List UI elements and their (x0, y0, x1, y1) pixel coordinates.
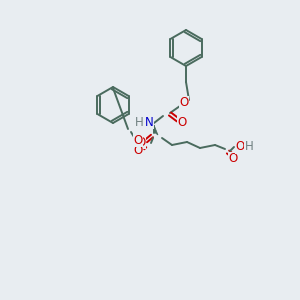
Text: H: H (135, 116, 143, 130)
Polygon shape (154, 125, 158, 135)
Text: O: O (228, 152, 238, 166)
Text: H: H (244, 140, 253, 154)
Text: O: O (177, 116, 187, 128)
Text: O: O (179, 97, 189, 110)
Text: O: O (136, 136, 146, 148)
Text: N: N (145, 116, 153, 128)
Text: O: O (134, 134, 142, 146)
Text: O: O (236, 140, 244, 154)
Text: O: O (134, 143, 142, 157)
